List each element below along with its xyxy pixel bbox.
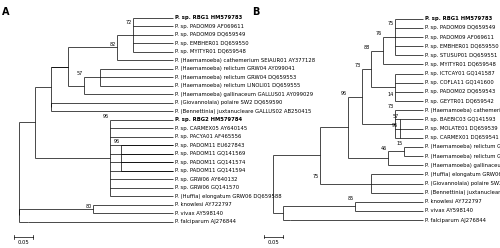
Text: P. sp. EMBHER01 DQ659550: P. sp. EMBHER01 DQ659550 [425, 44, 499, 49]
Text: 14: 14 [388, 93, 394, 97]
Text: P. (Huffia) elongatum GRW06 DQ659588: P. (Huffia) elongatum GRW06 DQ659588 [175, 194, 282, 199]
Text: P. (Haemamoeba) cathemerium SEIAUR01 AY377128: P. (Haemamoeba) cathemerium SEIAUR01 AY3… [425, 108, 500, 113]
Text: P. sp. EMBHER01 DQ659550: P. sp. EMBHER01 DQ659550 [175, 41, 249, 46]
Text: P. sp. GRW06 GQ141570: P. sp. GRW06 GQ141570 [175, 185, 240, 190]
Text: P. sp. GEYTR01 DQ659542: P. sp. GEYTR01 DQ659542 [425, 99, 494, 104]
Text: P. (Haemamoeba) cathemerium SEIAUR01 AY377128: P. (Haemamoeba) cathemerium SEIAUR01 AY3… [175, 58, 316, 63]
Text: 96: 96 [392, 123, 398, 128]
Text: P. (Haemamoeba) relictum GRW04 DQ659553: P. (Haemamoeba) relictum GRW04 DQ659553 [175, 75, 296, 80]
Text: P. sp. RBG1 HM579783: P. sp. RBG1 HM579783 [175, 15, 242, 20]
Text: P. sp. BAEBIC03 GQ141593: P. sp. BAEBIC03 GQ141593 [425, 117, 496, 122]
Text: P. sp. MYITYR01 DQ659548: P. sp. MYITYR01 DQ659548 [175, 49, 246, 54]
Text: P. sp. COFLA11 GQ141600: P. sp. COFLA11 GQ141600 [425, 80, 494, 85]
Text: P. sp. PACYA01 AF465556: P. sp. PACYA01 AF465556 [175, 134, 242, 139]
Text: P. knowlesi AY722797: P. knowlesi AY722797 [425, 199, 482, 204]
Text: 96: 96 [114, 139, 120, 144]
Text: 57: 57 [76, 71, 83, 76]
Text: 96: 96 [341, 91, 347, 96]
Text: P. sp. STUSUP01 DQ659551: P. sp. STUSUP01 DQ659551 [425, 53, 498, 58]
Text: P. (Haemamoeba) gallinaceum GALLUS01 AY099029: P. (Haemamoeba) gallinaceum GALLUS01 AY0… [425, 163, 500, 168]
Text: 88: 88 [364, 45, 370, 50]
Text: P. sp. MOLATE01 DQ659539: P. sp. MOLATE01 DQ659539 [425, 126, 498, 131]
Text: P. sp. ICTCAY01 GQ141587: P. sp. ICTCAY01 GQ141587 [425, 71, 495, 76]
Text: 73: 73 [388, 104, 394, 109]
Text: P. (Haemamoeba) relictum GRW04 DQ659553: P. (Haemamoeba) relictum GRW04 DQ659553 [425, 144, 500, 149]
Text: 75: 75 [312, 174, 319, 179]
Text: P. sp. PADOM09 DQ659549: P. sp. PADOM09 DQ659549 [175, 32, 246, 37]
Text: 57: 57 [392, 114, 398, 119]
Text: 46: 46 [380, 146, 386, 151]
Text: P. (Haemamoeba) relictum LINOLI01 DQ659555: P. (Haemamoeba) relictum LINOLI01 DQ6595… [175, 83, 300, 88]
Text: P. sp. PADOM11 GQ141594: P. sp. PADOM11 GQ141594 [175, 168, 246, 173]
Text: P. (Giovannolaia) polaire SW2 DQ659590: P. (Giovannolaia) polaire SW2 DQ659590 [175, 100, 282, 105]
Text: P. sp. PADOM09 DQ659549: P. sp. PADOM09 DQ659549 [425, 25, 496, 30]
Text: 15: 15 [397, 141, 403, 146]
Text: P. (Haemamoeba) relictum GRW04 AY099041: P. (Haemamoeba) relictum GRW04 AY099041 [175, 66, 295, 71]
Text: 72: 72 [126, 20, 132, 25]
Text: A: A [2, 7, 10, 17]
Text: P. falciparum AJ276844: P. falciparum AJ276844 [425, 218, 486, 223]
Text: P. (Bennettinia) juxtanucleare GALLUS02 AB250415: P. (Bennettinia) juxtanucleare GALLUS02 … [175, 109, 312, 114]
Text: P. (Haemamoeba) gallinaceum GALLUS01 AY099029: P. (Haemamoeba) gallinaceum GALLUS01 AY0… [175, 92, 314, 97]
Text: 76: 76 [376, 31, 382, 36]
Text: P. sp. PADOM11 EU627843: P. sp. PADOM11 EU627843 [175, 143, 244, 148]
Text: P. sp. CARMEX05 AY640145: P. sp. CARMEX05 AY640145 [175, 126, 248, 131]
Text: 80: 80 [86, 204, 92, 209]
Text: 0.05: 0.05 [268, 240, 279, 245]
Text: 0.05: 0.05 [18, 241, 29, 246]
Text: P. sp. CARMEX01 DQ659541: P. sp. CARMEX01 DQ659541 [425, 135, 499, 140]
Text: P. sp. RBG2 HM579784: P. sp. RBG2 HM579784 [175, 117, 242, 122]
Text: P. vivax AY598140: P. vivax AY598140 [175, 211, 223, 216]
Text: P. sp. GRW06 AY640132: P. sp. GRW06 AY640132 [175, 177, 238, 182]
Text: P. (Haemamoeba) relictum GRW04 AY099041: P. (Haemamoeba) relictum GRW04 AY099041 [425, 154, 500, 158]
Text: P. sp. PADOM11 GQ141569: P. sp. PADOM11 GQ141569 [175, 151, 246, 156]
Text: P. (Bennettinia) juxtanucleare GALLUS02 AB250415: P. (Bennettinia) juxtanucleare GALLUS02 … [425, 190, 500, 195]
Text: P. sp. PADOM09 AF069611: P. sp. PADOM09 AF069611 [425, 34, 494, 39]
Text: P. (Huffia) elongatum GRW06 DQ659588: P. (Huffia) elongatum GRW06 DQ659588 [425, 172, 500, 177]
Text: P. sp. PADOM11 GQ141574: P. sp. PADOM11 GQ141574 [175, 160, 246, 165]
Text: P. sp. PADOM09 AF069611: P. sp. PADOM09 AF069611 [175, 24, 244, 29]
Text: P. sp. PADOM02 DQ659543: P. sp. PADOM02 DQ659543 [425, 90, 496, 94]
Text: P. sp. MYITYR01 DQ659548: P. sp. MYITYR01 DQ659548 [425, 62, 496, 67]
Text: 82: 82 [110, 42, 116, 47]
Text: 75: 75 [388, 21, 394, 26]
Text: 73: 73 [354, 63, 361, 68]
Text: 96: 96 [102, 114, 108, 119]
Text: P. falciparum AJ276844: P. falciparum AJ276844 [175, 219, 236, 224]
Text: P. (Giovannolaia) polaire SW2 DQ659590: P. (Giovannolaia) polaire SW2 DQ659590 [425, 181, 500, 186]
Text: B: B [252, 7, 260, 17]
Text: P. vivax AY598140: P. vivax AY598140 [425, 209, 473, 214]
Text: P. knowlesi AY722797: P. knowlesi AY722797 [175, 202, 232, 207]
Text: 85: 85 [348, 196, 354, 201]
Text: P. sp. RBG1 HM579783: P. sp. RBG1 HM579783 [425, 16, 492, 21]
